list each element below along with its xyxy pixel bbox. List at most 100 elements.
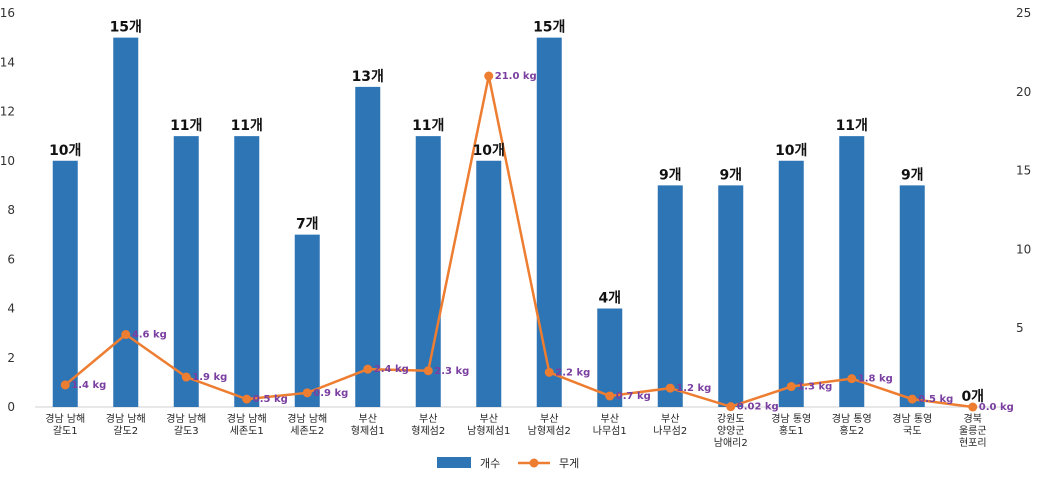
weight-line [64,75,973,409]
weight-value-label: 0.02 kg [737,402,779,413]
bar-value-label: 0개 [961,389,984,405]
category-label: 부산 나무섬1 [593,413,627,437]
weight-value-label: 4.6 kg [132,330,167,341]
category-label: 경남 남해 세존도1 [227,412,267,437]
category-label: 경남 통영 홍도2 [832,412,872,437]
category-label: 부산 나무섬2 [653,413,687,437]
category-label-line: 부산 [601,413,619,425]
category-label: 경남 남해 갈도3 [166,412,206,437]
weight-point [181,372,191,382]
category-label-line: 국도 [903,425,921,437]
weight-value-label: 0.0 kg [979,402,1014,413]
weight-value-label: 2.2 kg [555,367,590,378]
bar [294,234,320,407]
bar-value-label: 11개 [170,118,202,134]
weight-value-label: 0.7 kg [616,391,651,402]
weight-value-label: 1.9 kg [192,372,227,383]
category-label-line: 나무섬2 [653,425,687,437]
category-label-line: 현포리 [959,437,987,449]
category-label-line: 경남 남해 [45,412,85,425]
legend-line-marker [529,458,539,468]
category-label: 경남 남해 갈도1 [45,412,85,437]
y-left-tick-label: 12 [0,105,15,119]
y-left-tick-label: 14 [0,55,15,69]
category-label-line: 남애리2 [714,437,748,449]
bar [113,37,139,407]
weight-value-label: 21.0 kg [495,71,537,82]
weight-value-label: 0.9 kg [313,388,348,399]
bar-value-label: 10개 [473,143,505,159]
bars-layer [52,37,925,407]
bar [718,185,744,407]
weight-point [726,402,736,412]
bar [899,185,925,407]
bar [415,136,441,407]
category-label-line: 갈도1 [53,424,78,437]
category-label-line: 경남 통영 [892,412,932,425]
bar [234,136,260,407]
category-label-line: 세존도1 [230,425,264,437]
bar [355,86,381,407]
bar [597,308,623,407]
category-label-line: 경남 남해 [227,412,267,425]
category-label: 경남 통영 홍도1 [771,412,811,437]
weight-point [363,364,373,374]
bar-value-label: 11개 [412,118,444,134]
weight-value-label: 1.3 kg [797,382,832,393]
bar-value-label: 15개 [110,20,142,36]
y-right-tick-label: 5 [1016,321,1024,335]
weight-value-label: 1.2 kg [676,383,711,394]
bar-value-label: 13개 [352,69,384,85]
weight-value-label: 0.5 kg [918,394,953,405]
category-label: 부산 남형제섬1 [467,413,510,437]
category-label-line: 홍도2 [839,424,864,437]
category-label: 강원도 양양군 남애리2 [714,413,748,449]
weight-point [302,388,312,398]
bar-value-label: 9개 [901,167,924,183]
y-right-tick-label: 15 [1016,164,1031,178]
category-label-line: 경북 [964,412,982,425]
weight-point [786,382,796,392]
category-label-line: 경남 남해 [287,412,327,425]
weight-point [242,394,252,404]
legend-bar-swatch [437,457,471,468]
y-right-tick-label: 10 [1016,242,1031,256]
category-label-line: 경남 통영 [832,412,872,425]
weight-point [484,71,494,81]
category-label-line: 형제섬2 [411,425,445,437]
weight-point [60,380,70,390]
category-label: 경북 울릉군 현포리 [959,412,987,449]
category-label: 부산 형제섬2 [411,413,445,437]
y-right-tick-label: 25 [1016,6,1031,20]
category-label: 부산 형제섬1 [351,413,385,437]
category-label-line: 홍도1 [779,424,804,437]
labels-layer: 10개 15개 11개 11개 7개 13개 11개 10개 15개 4개 9개 9개 10개 11개 9개… [45,20,1014,449]
y-left-tick-label: 6 [7,252,15,266]
legend: 개수 무게 [437,457,579,470]
y-left-tick-label: 8 [7,203,15,217]
weight-point [968,402,978,412]
bar-value-label: 11개 [231,118,263,134]
legend-line-label: 무게 [559,457,579,470]
weight-point [121,330,131,340]
category-label-line: 경남 남해 [166,412,206,425]
category-label-line: 남형제섬1 [467,425,510,437]
bar-value-label: 11개 [836,118,868,134]
weight-value-label: 1.8 kg [858,374,893,385]
y-left-tick-label: 4 [7,302,15,316]
bar-value-label: 4개 [598,291,621,307]
bar [476,160,502,407]
category-label-line: 부산 [661,413,679,425]
category-label-line: 울릉군 [959,425,987,437]
legend-bar-label: 개수 [480,457,500,470]
bar-value-label: 9개 [659,167,682,183]
weight-point [605,391,615,401]
category-label: 경남 통영 국도 [892,412,932,437]
bar-value-label: 15개 [533,20,565,36]
category-label-line: 경남 통영 [771,412,811,425]
weight-point [847,374,857,384]
y-left-tick-label: 0 [7,400,15,414]
weight-point [544,367,554,377]
category-label-line: 양양군 [717,425,745,437]
